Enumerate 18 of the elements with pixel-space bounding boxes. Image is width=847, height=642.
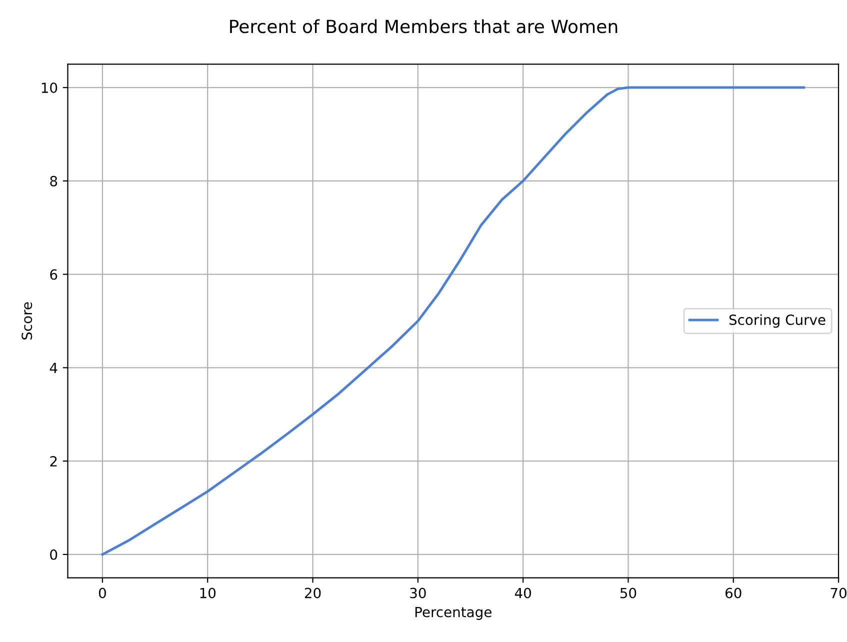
y-tick-label: 4	[50, 362, 58, 373]
x-tick-label: 60	[726, 588, 742, 598]
x-tick-label: 20	[304, 588, 321, 598]
chart-title: Percent of Board Members that are Women	[230, 19, 618, 34]
x-axis-title: Percentage	[415, 606, 492, 620]
y-axis-title: Score	[22, 302, 32, 340]
y-tick-label: 2	[50, 456, 57, 466]
y-tick-label: 0	[50, 549, 58, 560]
y-tick-label: 10	[42, 82, 58, 94]
legend-label: Scoring Curve	[729, 314, 826, 328]
x-tick-label: 50	[620, 588, 636, 598]
x-tick-label: 40	[514, 588, 531, 598]
x-tick-label: 10	[200, 588, 216, 598]
x-tick-label: 70	[830, 588, 846, 598]
y-tick-label: 8	[50, 176, 58, 186]
x-tick-label: 30	[410, 588, 426, 598]
x-tick-label: 0	[98, 588, 106, 598]
y-tick-label: 6	[50, 269, 58, 280]
